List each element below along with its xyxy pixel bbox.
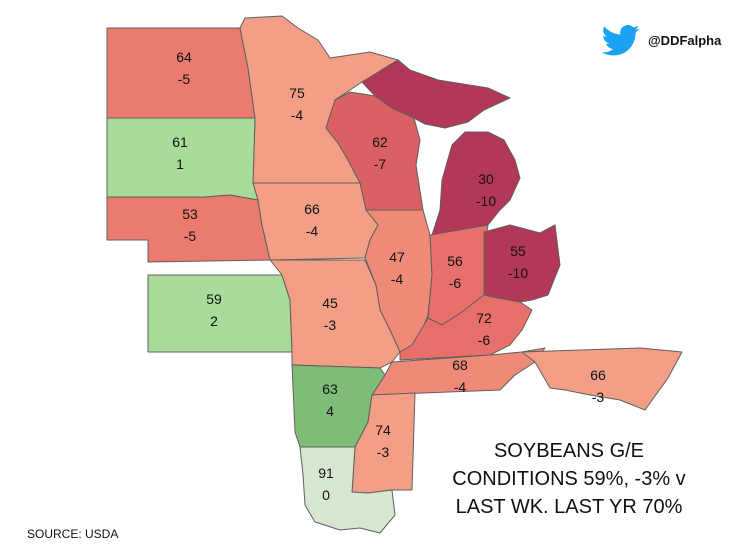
state-sd-change: 1 (176, 156, 184, 172)
state-ks-change: 2 (210, 313, 218, 329)
state-il-change: -4 (391, 271, 404, 287)
state-ne-condition: 53 (182, 206, 198, 222)
state-oh-change: -10 (508, 265, 528, 281)
state-ar-condition: 63 (322, 381, 338, 397)
state-la-change: 0 (322, 487, 330, 503)
state-ks (147, 274, 293, 353)
state-nd-change: -5 (178, 71, 191, 87)
state-wi (325, 91, 424, 211)
state-ky-change: -6 (478, 332, 491, 348)
summary-line-1: SOYBEANS G/E (493, 440, 645, 462)
state-in-condition: 56 (447, 253, 463, 269)
state-mo-change: -3 (324, 317, 337, 333)
state-tn-change: -4 (454, 379, 467, 395)
state-il-condition: 47 (389, 249, 405, 265)
state-ky (399, 294, 533, 361)
state-oh-condition: 55 (510, 243, 526, 259)
source-note: SOURCE: USDA (27, 527, 119, 541)
state-ms-change: -3 (377, 444, 390, 460)
state-wi-change: -7 (374, 156, 387, 172)
state-ia-condition: 66 (304, 201, 320, 217)
summary-line-3: LAST WK. LAST YR 70% (455, 496, 683, 518)
state-nc-condition: 66 (590, 367, 606, 383)
state-mi (361, 59, 521, 236)
state-tn-condition: 68 (452, 357, 468, 373)
twitter-bird-icon (601, 25, 640, 56)
state-mo-condition: 45 (322, 295, 338, 311)
state-la-condition: 91 (318, 465, 334, 481)
state-nc-change: -3 (592, 389, 605, 405)
state-ky-condition: 72 (476, 310, 492, 326)
state-ks-condition: 59 (206, 291, 222, 307)
state-in-change: -6 (449, 275, 462, 291)
state-nc (521, 347, 683, 411)
state-ia-change: -4 (306, 223, 319, 239)
state-la (299, 446, 396, 534)
summary-text: SOYBEANS G/E CONDITIONS 59%, -3% v LAST … (444, 437, 694, 521)
state-mi-condition: 30 (478, 171, 494, 187)
state-ne-change: -5 (184, 228, 197, 244)
state-oh (483, 224, 561, 303)
state-nd-condition: 64 (176, 49, 192, 65)
state-ms-condition: 74 (375, 422, 391, 438)
state-mi-change: -10 (476, 193, 496, 209)
state-mn-change: -4 (291, 107, 304, 123)
state-ar-change: 4 (326, 403, 334, 419)
state-wi-condition: 62 (372, 134, 388, 150)
state-sd-condition: 61 (172, 134, 188, 150)
summary-line-2: CONDITIONS 59%, -3% v (452, 468, 686, 490)
state-mn-condition: 75 (289, 85, 305, 101)
twitter-handle: @DDFalpha (648, 33, 722, 48)
state-ia (252, 182, 379, 261)
